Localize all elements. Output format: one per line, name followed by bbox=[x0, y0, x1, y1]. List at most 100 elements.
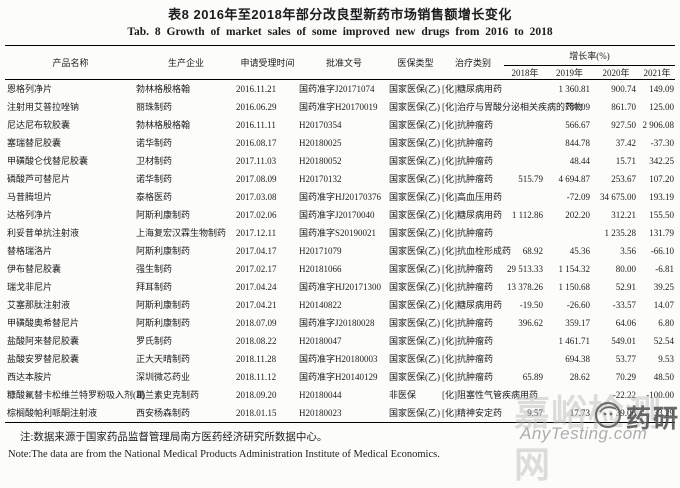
cell-growth-2020: 312.21 bbox=[611, 210, 636, 220]
table-row: 甲磺酸仑伐替尼胶囊 卫材制药 2017.11.03 H20180052 国家医保… bbox=[5, 152, 675, 170]
cell-manufacturer: 诺华制药 bbox=[136, 174, 173, 184]
scanned-paper-page: { "title_cn": "表8 2016年至2018年部分改良型新药市场销售… bbox=[5, 7, 679, 485]
cell-accepted-date: 2016.11.11 bbox=[236, 120, 276, 130]
cell-insurance-type: 国家医保(乙) bbox=[389, 228, 440, 238]
cell-growth-2019: -72.09 bbox=[566, 192, 590, 202]
cell-product-name: 注射用艾普拉唑钠 bbox=[7, 102, 80, 112]
cell-growth-2020: 70.29 bbox=[615, 372, 636, 382]
cell-growth-2020: 39.06 bbox=[615, 408, 636, 418]
cell-insurance-type: 国家医保(乙) bbox=[389, 318, 440, 328]
cell-accepted-date: 2017.08.09 bbox=[236, 174, 277, 184]
cell-growth-2018 bbox=[504, 134, 546, 152]
cell-growth-2018 bbox=[504, 80, 546, 99]
cell-therapy-category: [化]糖尿病用药 bbox=[442, 84, 502, 94]
cell-growth-2020: 861.70 bbox=[611, 102, 636, 112]
cell-manufacturer: 拜耳制药 bbox=[136, 282, 173, 292]
table-row: 棕榈酸帕利哌酮注射液 西安杨森制药 2018.01.15 H20180023 国… bbox=[5, 404, 675, 423]
cell-growth-2019: 1 461.71 bbox=[558, 336, 591, 346]
cell-growth-2021: 6.80 bbox=[658, 318, 674, 328]
cell-insurance-type: 国家医保(乙) bbox=[389, 192, 440, 202]
col-header-accepted-date: 申请受理时间 bbox=[240, 58, 295, 68]
cell-growth-2018 bbox=[504, 188, 546, 206]
cell-product-name: 棕榈酸帕利哌酮注射液 bbox=[7, 408, 98, 418]
cell-manufacturer: 卫材制药 bbox=[136, 156, 173, 166]
col-header-year-2020: 2020年 bbox=[602, 68, 630, 78]
col-header-growth-rate: 增长率(%) bbox=[504, 45, 675, 66]
cell-growth-2019: 1 150.68 bbox=[558, 282, 591, 292]
cell-growth-2021: 39.25 bbox=[653, 282, 674, 292]
cell-growth-2021: 131.79 bbox=[649, 228, 674, 238]
cell-approval-no: H20140822 bbox=[299, 300, 342, 310]
cell-product-name: 尼达尼布软胶囊 bbox=[7, 120, 71, 130]
note-cn: 注:数据来源于国家药品监督管理局南方医药经济研究所数据中心。 bbox=[20, 432, 328, 443]
cell-growth-2018: 29 513.33 bbox=[507, 264, 543, 274]
cell-product-name: 瑞戈非尼片 bbox=[7, 282, 53, 292]
cell-approval-no: 国药准字S20190021 bbox=[299, 228, 377, 238]
cell-manufacturer: 正大天晴制药 bbox=[136, 354, 191, 364]
cell-growth-2020: 53.77 bbox=[615, 354, 636, 364]
cell-approval-no: H20170132 bbox=[299, 174, 342, 184]
cell-growth-2021: 342.25 bbox=[649, 156, 674, 166]
cell-growth-2021: -66.10 bbox=[650, 246, 674, 256]
note-en: Note:The data are from the National Medi… bbox=[8, 449, 440, 460]
cell-growth-2020: 927.50 bbox=[611, 120, 636, 130]
cell-growth-2020: 80.00 bbox=[615, 264, 636, 274]
cell-growth-2020: 34 675.00 bbox=[600, 192, 636, 202]
cell-growth-2021: 125.00 bbox=[649, 102, 674, 112]
cell-growth-2021: 33.29 bbox=[653, 408, 674, 418]
cell-approval-no: 国药准字J20180028 bbox=[299, 318, 375, 328]
cell-manufacturer: 强生制药 bbox=[136, 264, 173, 274]
table-row: 马昔腾坦片 泰格医药 2017.03.08 国药准字HJ20170376 国家医… bbox=[5, 188, 675, 206]
cell-accepted-date: 2018.07.09 bbox=[236, 318, 277, 328]
cell-manufacturer: 阿斯利康制药 bbox=[136, 300, 191, 310]
cell-product-name: 糠酸氟替卡松维兰特罗粉吸入剂(Ⅱ) bbox=[7, 390, 146, 400]
col-header-year-2018: 2018年 bbox=[511, 68, 539, 78]
table-row: 盐酸阿来替尼胶囊 罗氏制药 2018.08.22 H20180047 国家医保(… bbox=[5, 332, 675, 350]
cell-product-name: 恩格列净片 bbox=[7, 84, 53, 94]
cell-approval-no: H20180047 bbox=[299, 336, 342, 346]
table-row: 糠酸氟替卡松维兰特罗粉吸入剂(Ⅱ) 葛兰素史克制药 2018.09.20 H20… bbox=[5, 386, 675, 404]
cell-growth-2019: 48.44 bbox=[569, 156, 590, 166]
cell-approval-no: H20180023 bbox=[299, 408, 342, 418]
cell-therapy-category: [化]高血压用药 bbox=[442, 192, 502, 202]
cell-manufacturer: 上海复宏汉霖生物制药 bbox=[136, 228, 227, 238]
cell-growth-2018: 68.92 bbox=[522, 246, 543, 256]
cell-accepted-date: 2017.11.03 bbox=[236, 156, 277, 166]
table-row: 塞瑞替尼胶囊 诺华制药 2016.08.17 H20180025 国家医保(乙)… bbox=[5, 134, 675, 152]
col-header-year-2021: 2021年 bbox=[643, 68, 671, 78]
cell-growth-2018 bbox=[504, 152, 546, 170]
cell-therapy-category: [化]抗肿瘤药 bbox=[442, 174, 493, 184]
cell-product-name: 磷酸芦可替尼片 bbox=[7, 174, 71, 184]
cell-therapy-category: [化]治疗与胃酸分泌相关疾病的药物 bbox=[442, 102, 583, 112]
cell-growth-2018: 9.57 bbox=[527, 408, 543, 418]
cell-therapy-category: [化]阻塞性气管疾病用药 bbox=[442, 390, 538, 400]
cell-manufacturer: 葛兰素史克制药 bbox=[136, 390, 200, 400]
cell-therapy-category: [化]糖尿病用药 bbox=[442, 300, 502, 310]
cell-therapy-category: [化]抗肿瘤药 bbox=[442, 156, 493, 166]
cell-growth-2021: 48.50 bbox=[653, 372, 674, 382]
cell-growth-2020: 1 235.28 bbox=[604, 228, 637, 238]
cell-accepted-date: 2016.06.29 bbox=[236, 102, 277, 112]
cell-growth-2020: 549.01 bbox=[611, 336, 636, 346]
drug-sales-table: 产品名称 生产企业 申请受理时间 批准文号 医保类型 治疗类别 增长率(%) 2… bbox=[5, 45, 675, 423]
cell-growth-2018: 13 378.26 bbox=[507, 282, 543, 292]
table-header: 产品名称 生产企业 申请受理时间 批准文号 医保类型 治疗类别 增长率(%) 2… bbox=[5, 45, 675, 80]
cell-growth-2018 bbox=[504, 332, 546, 350]
cell-therapy-category: [化]抗肿瘤药 bbox=[442, 372, 493, 382]
cell-approval-no: 国药准字H20140129 bbox=[299, 372, 378, 382]
cell-growth-2018: -19.50 bbox=[519, 300, 543, 310]
cell-growth-2019: 1 154.32 bbox=[558, 264, 591, 274]
cell-accepted-date: 2016.08.17 bbox=[236, 138, 277, 148]
cell-growth-2019: -26.60 bbox=[566, 300, 590, 310]
cell-growth-2018: 1 112.86 bbox=[511, 210, 543, 220]
cell-growth-2018 bbox=[504, 350, 546, 368]
cell-growth-2021: 107.20 bbox=[649, 174, 674, 184]
cell-growth-2018 bbox=[504, 224, 546, 242]
cell-growth-2020: 15.71 bbox=[615, 156, 636, 166]
cell-insurance-type: 国家医保(乙) bbox=[389, 282, 440, 292]
cell-therapy-category: [化]抗肿瘤药 bbox=[442, 228, 493, 238]
table-row: 瑞戈非尼片 拜耳制药 2017.04.24 国药准字HJ20171300 国家医… bbox=[5, 278, 675, 296]
cell-insurance-type: 国家医保(乙) bbox=[389, 408, 440, 418]
cell-growth-2021: 9.53 bbox=[658, 354, 674, 364]
cell-manufacturer: 勃林格殷格翰 bbox=[136, 120, 191, 130]
